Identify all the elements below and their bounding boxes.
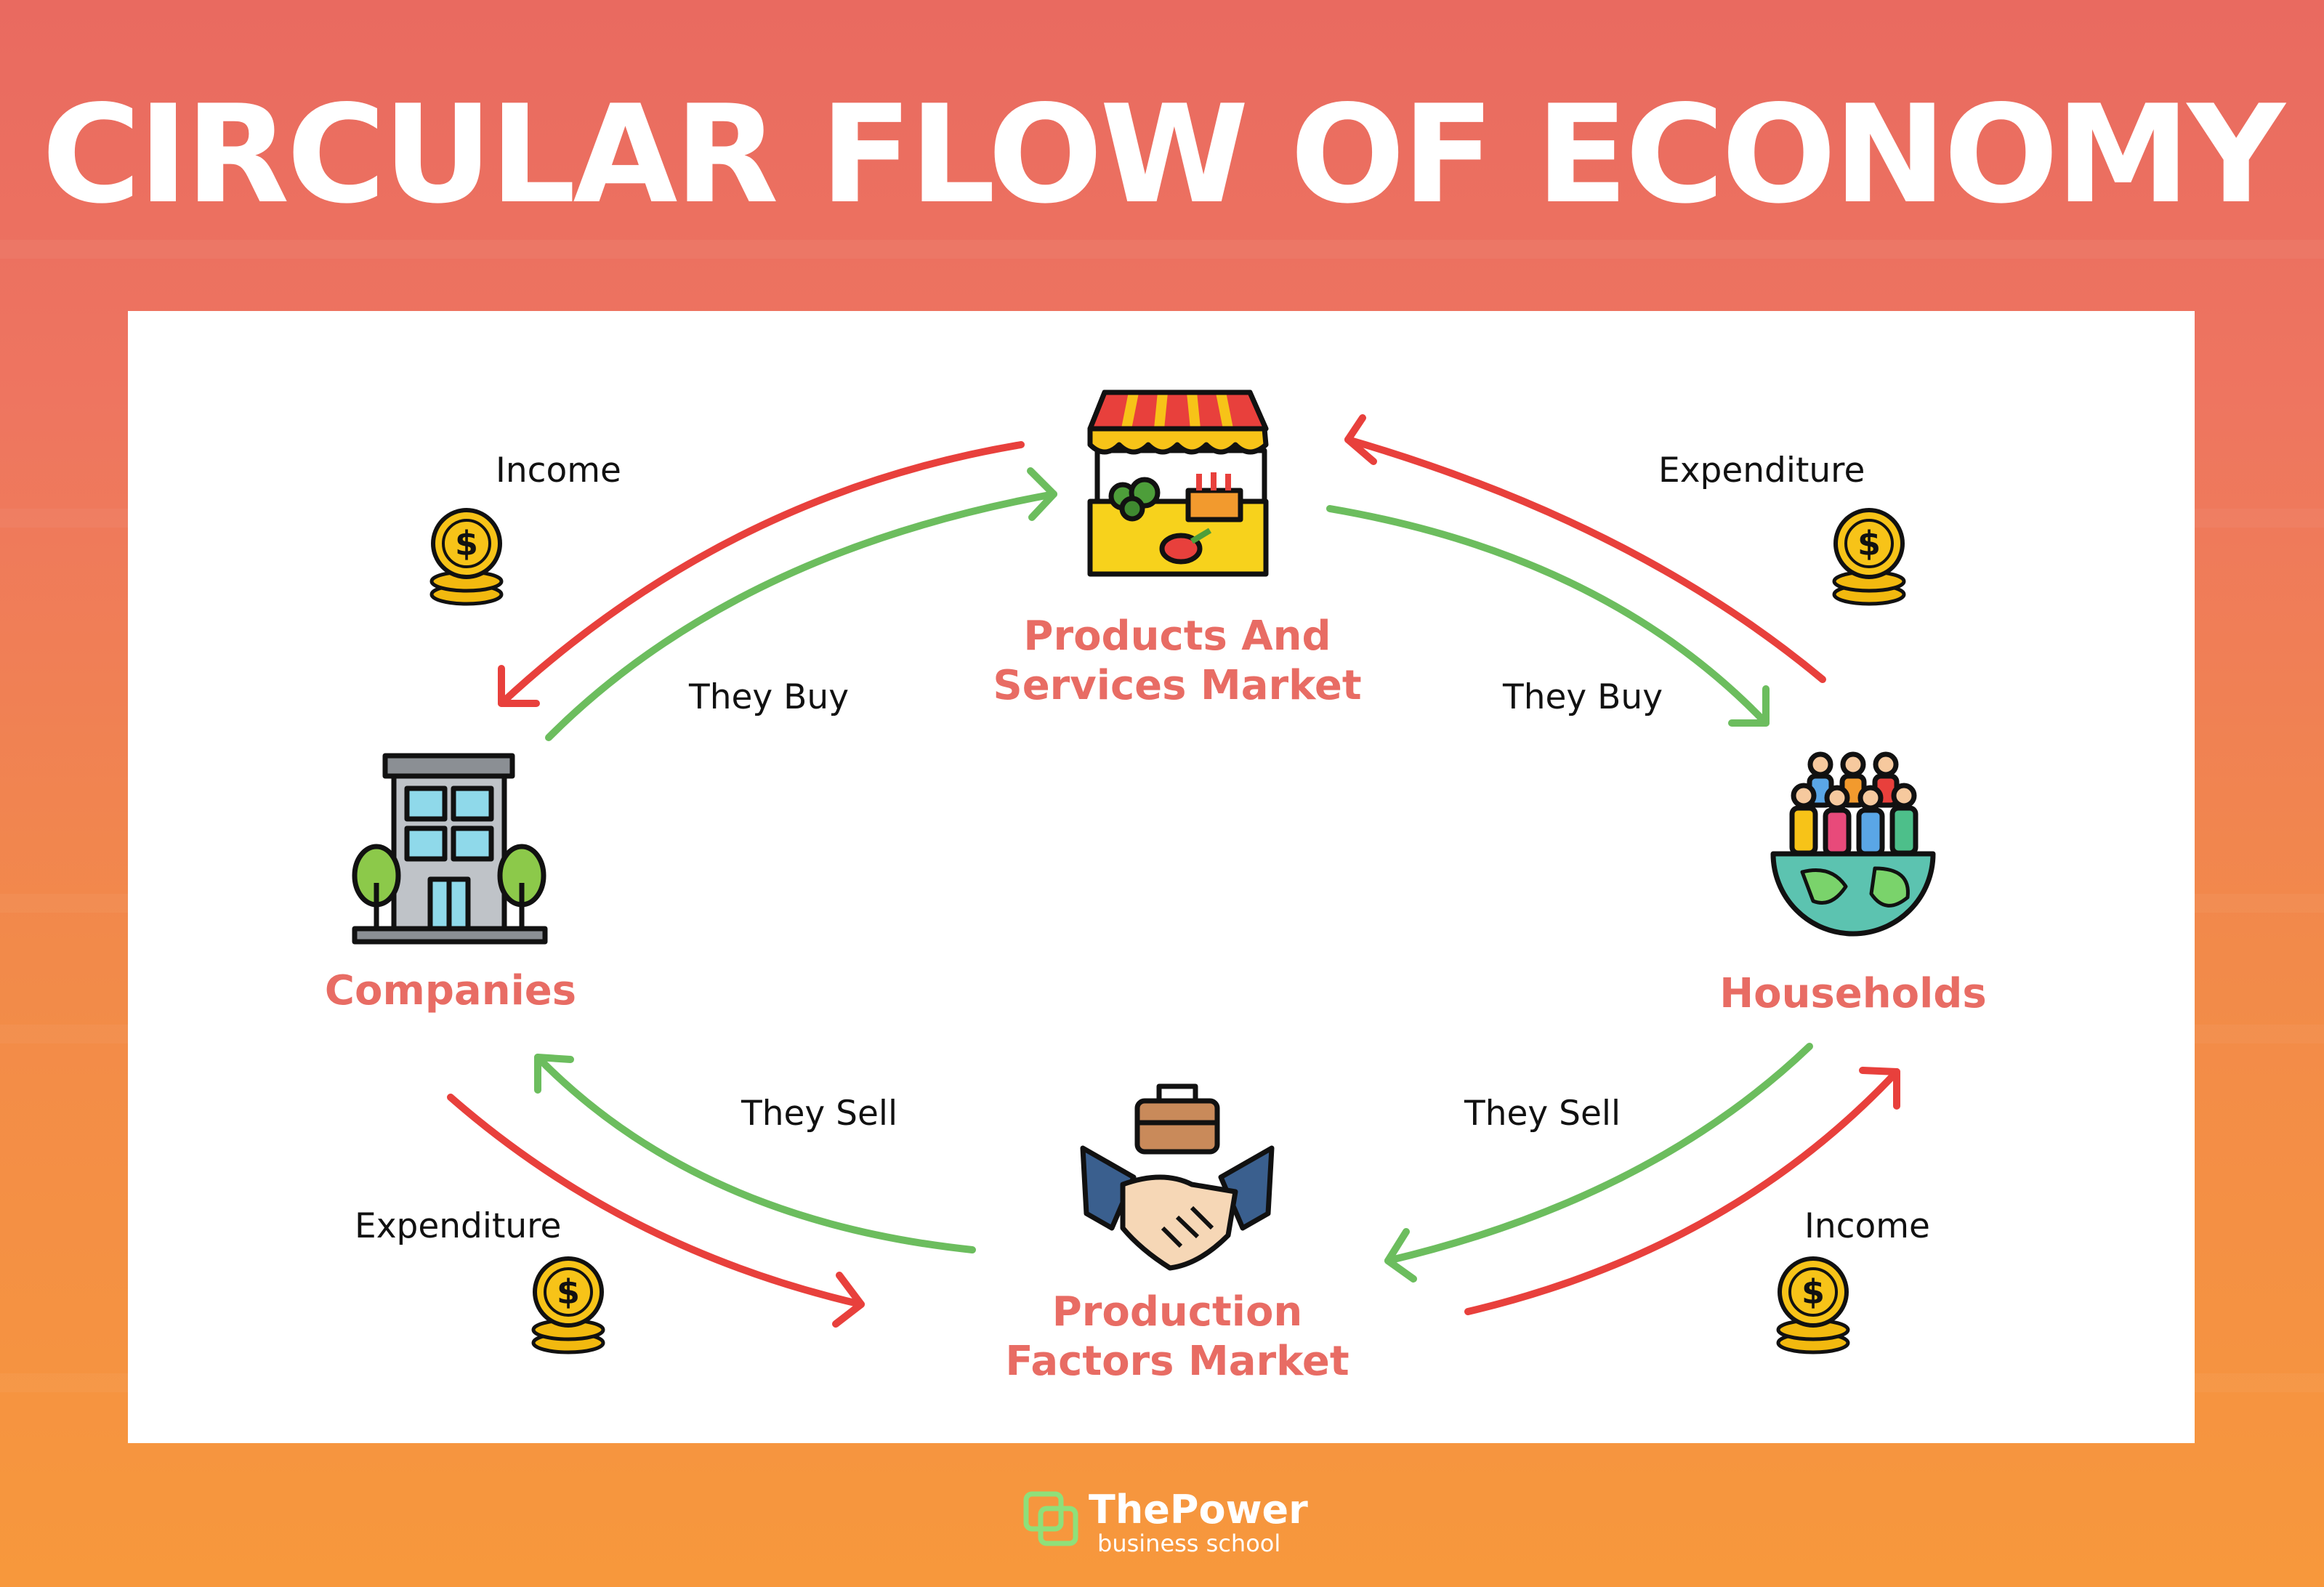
arrow-head (1859, 1067, 1900, 1110)
label-they-buy: They Buy (1503, 677, 1663, 717)
coin-icon (1834, 510, 1904, 604)
market-stall-icon (1087, 389, 1269, 577)
arrow-head (1384, 1228, 1417, 1283)
label-income: Income (496, 451, 621, 490)
node-production-factors-market: Production Factors Market (1005, 1288, 1349, 1385)
page-title: CIRCULAR FLOW OF ECONOMY (41, 76, 2285, 233)
coin-icon (432, 510, 501, 604)
arrow-companies-to-factors (447, 1094, 865, 1308)
node-companies: Companies (324, 967, 577, 1014)
label-they-sell: They Sell (741, 1094, 898, 1134)
node-households: Households (1719, 970, 1987, 1017)
arrow-households-to-market (1344, 436, 1826, 683)
label-income: Income (1804, 1206, 1930, 1246)
label-they-buy: They Buy (689, 677, 850, 717)
arrow-companies-to-market (545, 490, 1057, 741)
background-stripe (0, 240, 2324, 259)
arrow-head (498, 665, 540, 707)
label-they-sell: They Sell (1464, 1094, 1621, 1134)
node-products-services-market: Products And Services Market (993, 613, 1362, 709)
arrow-head (534, 1054, 574, 1094)
arrow-income-to-companies (498, 441, 1025, 707)
households-globe-icon (1770, 751, 1936, 937)
label-expenditure: Expenditure (355, 1206, 562, 1246)
label-expenditure: Expenditure (1658, 451, 1865, 490)
arrow-households-to-factors (1384, 1043, 1813, 1264)
arrow-head (1728, 685, 1770, 727)
logo-name: ThePower (1089, 1487, 1308, 1533)
arrow-market-to-households (1326, 505, 1770, 727)
logo-mark-icon (1023, 1491, 1078, 1546)
arrow-head (1344, 414, 1377, 465)
arrow-head (1027, 467, 1057, 521)
arrow-factors-to-households (1464, 1068, 1900, 1315)
handshake-icon (1080, 1083, 1275, 1271)
building-icon (352, 753, 548, 945)
coin-icon (533, 1259, 603, 1352)
coin-icon (1778, 1259, 1848, 1352)
arrow-head (832, 1272, 865, 1328)
arrow-factors-to-companies (534, 1054, 976, 1253)
logo-tagline: business school (1097, 1530, 1281, 1557)
brand-logo: ThePower business school (1023, 1488, 1314, 1561)
